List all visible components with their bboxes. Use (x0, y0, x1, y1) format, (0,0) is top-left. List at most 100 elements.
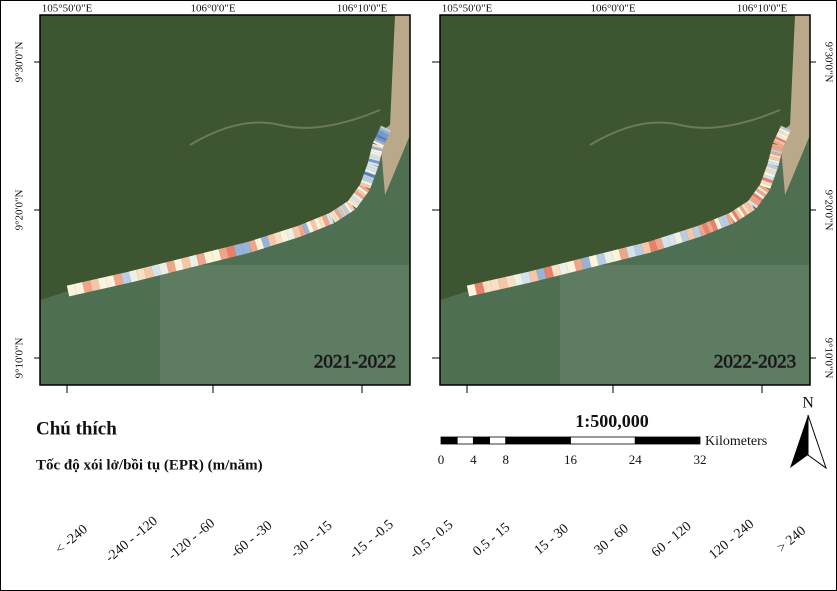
shoreline-segment (380, 139, 381, 141)
shoreline-segment (732, 216, 735, 218)
shoreline-segment (782, 134, 783, 136)
shoreline-segment (377, 145, 378, 148)
shoreline-segment (590, 260, 598, 262)
shoreline-segment (153, 270, 161, 272)
shoreline-segment (515, 279, 523, 281)
shoreline-segment (742, 210, 745, 212)
shoreline-segment (345, 208, 348, 210)
shoreline-segment (759, 194, 761, 196)
shoreline-segment (366, 182, 367, 185)
shoreline-segment (316, 223, 320, 225)
shoreline-segment (352, 203, 354, 205)
shoreline-segment (328, 218, 332, 220)
shoreline-segment (770, 171, 771, 174)
shoreline-segment (720, 221, 724, 223)
shoreline-segment (371, 168, 372, 171)
shoreline-segment (522, 277, 530, 279)
shoreline-segment (373, 163, 374, 166)
shoreline-segment (324, 220, 328, 222)
shoreline-segment (785, 128, 786, 130)
scale-tick-label: 4 (470, 452, 477, 467)
shoreline-segment (375, 155, 376, 158)
shoreline-segment (347, 207, 350, 209)
shoreline-segment (688, 233, 694, 235)
shoreline-segment (700, 229, 704, 231)
shoreline-segment (769, 173, 770, 176)
shoreline-segment (337, 213, 340, 215)
latitude-label: 9°30'0"N (822, 42, 834, 83)
shoreline-segment (757, 196, 759, 198)
shoreline-segment (772, 165, 773, 168)
shoreline-segment (766, 182, 767, 185)
shoreline-segment (765, 184, 766, 187)
latitude-label: 9°20'0"N (822, 190, 834, 231)
shoreline-segment (598, 258, 606, 260)
shoreline-segment (385, 128, 386, 130)
figure: Chú thích Tốc độ xói lở/bồi tụ (EPR) (m/… (0, 0, 837, 591)
shoreline-segment (381, 137, 382, 139)
scale-tick-label: 24 (629, 452, 643, 467)
shoreline-segment (378, 143, 379, 145)
shoreline-segment (737, 213, 740, 215)
period-label: 2022-2023 (714, 351, 796, 372)
shoreline-segment (735, 215, 738, 217)
shoreline-segment (507, 281, 515, 283)
shoreline-segment (777, 145, 778, 148)
shoreline-segment (620, 253, 628, 255)
shoreline-segment (312, 225, 316, 227)
shoreline-segment (76, 288, 84, 290)
shoreline-segment (694, 231, 700, 233)
shoreline-segment (784, 130, 785, 132)
shoreline-segment (499, 282, 507, 284)
shoreline-segment (628, 251, 636, 253)
shoreline-segment (681, 235, 687, 237)
scale-tick-label: 16 (564, 452, 578, 467)
shoreline-segment (783, 132, 784, 134)
shoreline-segment (656, 243, 662, 245)
shoreline-segment (675, 237, 681, 239)
longitude-label: 106°0'0"E (190, 3, 235, 15)
scale-tick-label: 0 (438, 452, 445, 467)
shoreline-segment (545, 271, 553, 273)
latitude-label: 9°10'0"N (14, 338, 26, 379)
shoreline-segment (138, 273, 146, 275)
shoreline-segment (320, 221, 324, 223)
shoreline-segment (773, 163, 774, 166)
shoreline-segment (635, 249, 643, 251)
map-image (440, 15, 810, 385)
shoreline-segment (771, 168, 772, 171)
shoreline-segment (768, 176, 769, 179)
shoreline-segment (369, 173, 370, 176)
map-panel: 105°50'0"E106°0'0"E106°10'0"E9°30'0"N9°2… (14, 3, 410, 393)
shoreline-segment (779, 141, 780, 143)
scale-bar-segment (473, 437, 489, 444)
shoreline-segment (122, 277, 130, 279)
shoreline-segment (99, 282, 107, 284)
shoreline-segment (704, 228, 708, 230)
shoreline-segment (767, 179, 768, 182)
shoreline-segment (484, 286, 492, 288)
shoreline-segment (190, 260, 198, 262)
shoreline-segment (362, 189, 364, 191)
shoreline-segment (365, 184, 366, 187)
shoreline-segment (750, 205, 753, 207)
scale-bar-segment (490, 437, 506, 444)
shoreline-segment (760, 192, 762, 194)
longitude-label: 106°10'0"E (337, 3, 388, 15)
shoreline-segment (340, 212, 343, 214)
shoreline-segment (762, 189, 764, 191)
shoreline-segment (250, 245, 256, 247)
shoreline-segment (781, 137, 782, 139)
longitude-label: 105°50'0"E (442, 3, 493, 15)
shoreline-segment (745, 208, 748, 210)
shoreline-segment (332, 216, 335, 218)
shoreline-segment (780, 139, 781, 141)
shoreline-segment (228, 251, 236, 253)
shoreline-segment (342, 210, 345, 212)
shoreline-segment (350, 205, 353, 207)
shoreline-segment (256, 243, 262, 245)
shoreline-segment (107, 281, 115, 283)
shoreline-segment (368, 176, 369, 179)
latitude-label: 9°20'0"N (14, 190, 26, 231)
